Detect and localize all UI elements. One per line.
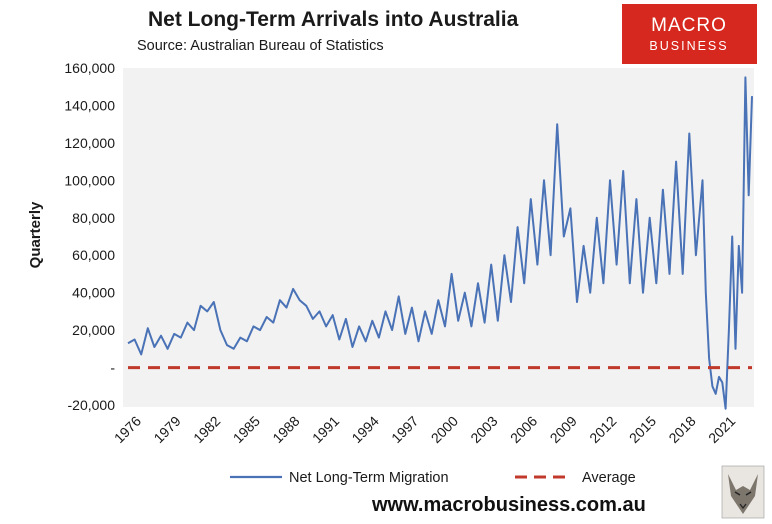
x-tick-label: 2018 <box>665 413 698 446</box>
y-tick-label: 140,000 <box>64 97 115 113</box>
y-tick-label: - <box>110 360 115 376</box>
logo-line-1: MACRO <box>651 15 727 36</box>
x-axis-ticks: 1976 1979 1982 1985 1988 1991 1994 1997 2000 2003… <box>111 413 739 446</box>
x-tick-label: 1994 <box>348 413 381 446</box>
macrobusiness-logo: MACRO BUSINESS <box>622 4 757 64</box>
x-tick-label: 2012 <box>586 413 619 446</box>
x-tick-label: 2000 <box>428 413 461 446</box>
series-line-net-migration <box>127 76 753 410</box>
chart-subtitle: Source: Australian Bureau of Statistics <box>137 38 384 54</box>
logo-line-2: BUSINESS <box>649 39 728 53</box>
legend: Net Long-Term Migration Average <box>230 470 636 486</box>
x-tick-label: 1988 <box>269 413 302 446</box>
y-tick-label: 20,000 <box>72 322 115 338</box>
y-tick-label: 100,000 <box>64 172 115 188</box>
y-axis-label: Quarterly <box>27 201 44 268</box>
x-tick-label: 1976 <box>111 413 144 446</box>
wolf-icon <box>721 465 765 519</box>
y-tick-label: 160,000 <box>64 60 115 76</box>
y-tick-label: 60,000 <box>72 247 115 263</box>
website-url: www.macrobusiness.com.au <box>371 494 646 516</box>
y-tick-label: 120,000 <box>64 135 115 151</box>
x-tick-label: 1991 <box>309 413 342 446</box>
series-layer <box>127 76 753 410</box>
x-tick-label: 2003 <box>467 413 500 446</box>
legend-label-average: Average <box>582 470 636 486</box>
x-tick-label: 2015 <box>626 413 659 446</box>
y-tick-label: 40,000 <box>72 285 115 301</box>
x-tick-label: 2009 <box>547 413 580 446</box>
x-tick-label: 2021 <box>705 413 738 446</box>
y-tick-label: 80,000 <box>72 210 115 226</box>
x-tick-label: 1982 <box>190 413 223 446</box>
x-tick-label: 1997 <box>388 413 421 446</box>
x-tick-label: 2006 <box>507 413 540 446</box>
x-tick-label: 1985 <box>230 413 263 446</box>
chart-title: Net Long-Term Arrivals into Australia <box>148 8 519 31</box>
y-tick-label: -20,000 <box>68 397 116 413</box>
legend-label-migration: Net Long-Term Migration <box>289 470 449 486</box>
x-tick-label: 1979 <box>150 413 183 446</box>
y-axis-ticks: -20,000-20,00040,00060,00080,000100,0001… <box>64 60 115 413</box>
